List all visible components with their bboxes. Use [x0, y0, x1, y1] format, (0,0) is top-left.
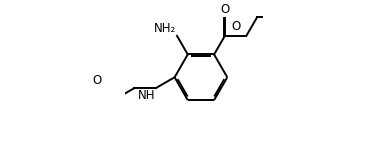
Text: NH₂: NH₂: [154, 22, 176, 35]
Text: O: O: [231, 20, 240, 33]
Text: O: O: [93, 74, 102, 87]
Text: O: O: [220, 3, 229, 16]
Text: NH: NH: [138, 89, 155, 102]
